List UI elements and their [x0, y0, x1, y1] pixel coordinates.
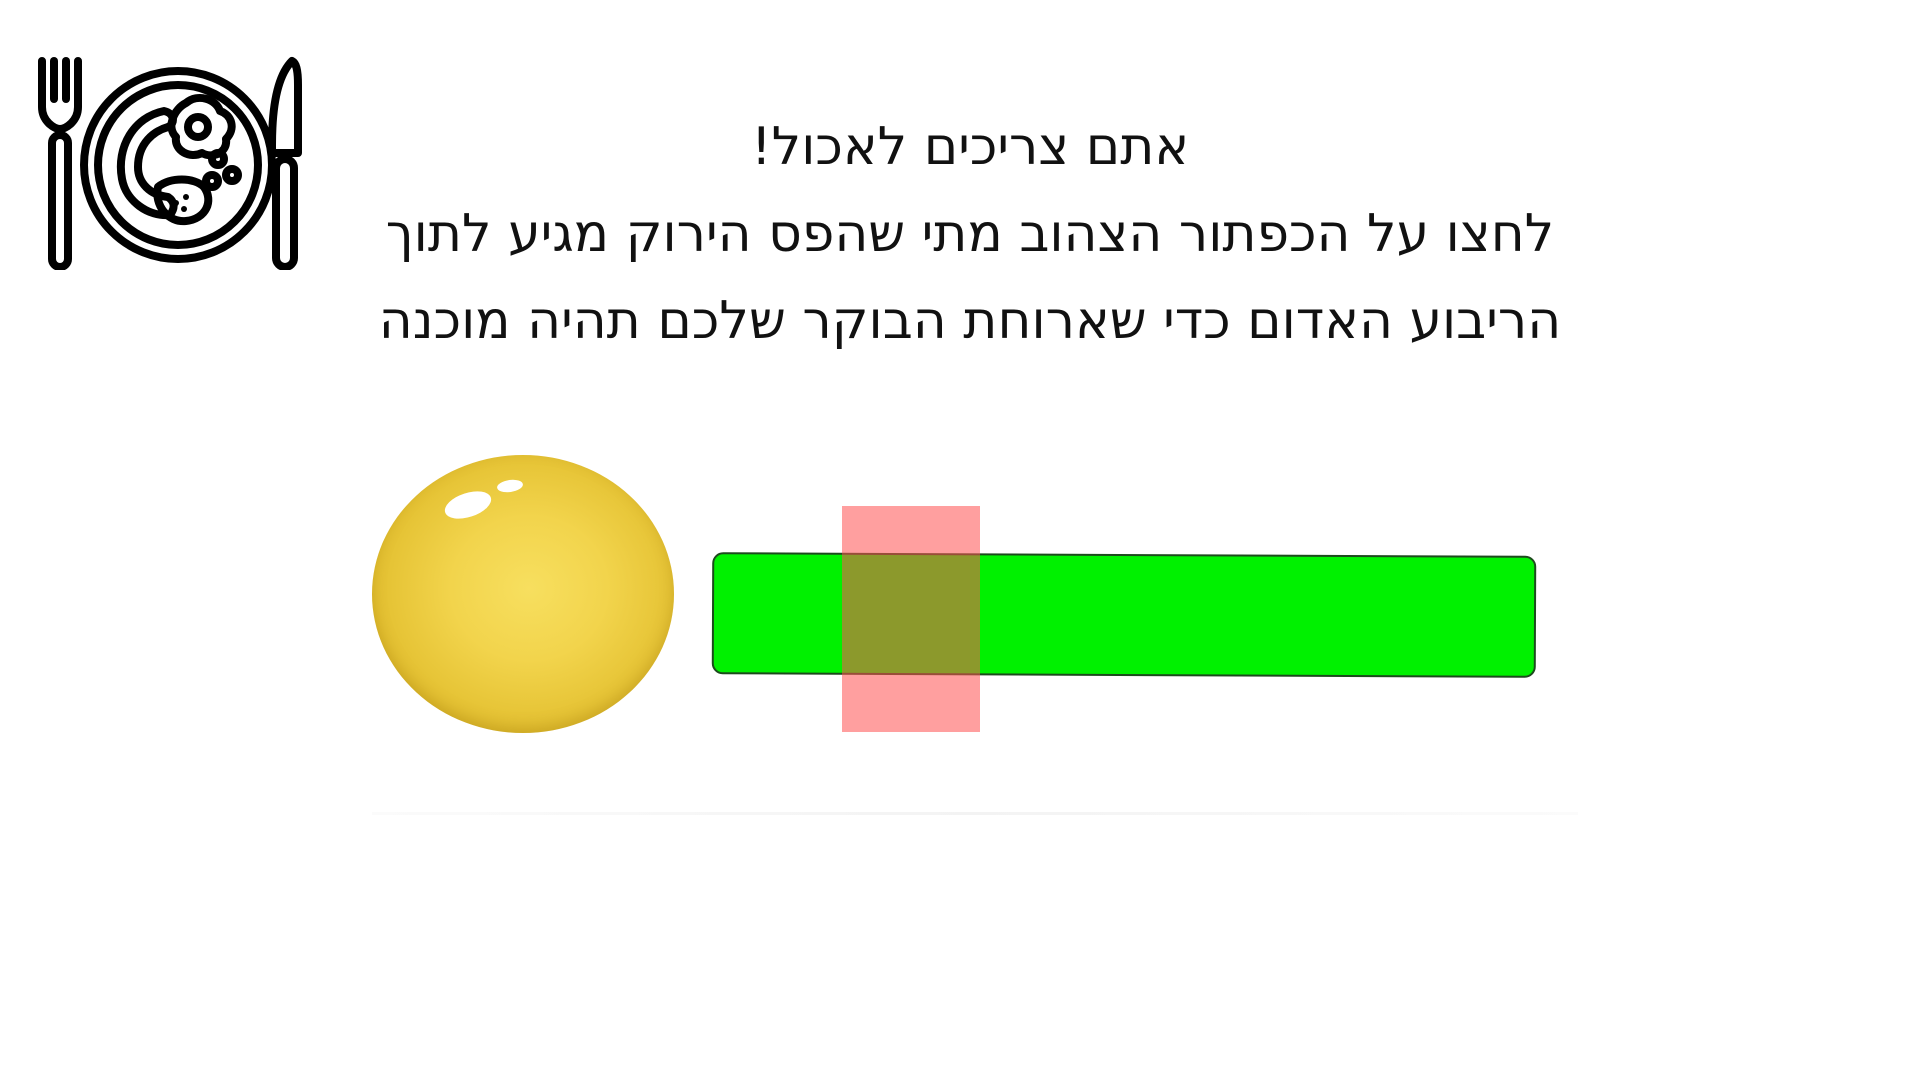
yellow-action-button[interactable] — [372, 455, 674, 733]
button-highlight-small — [496, 478, 524, 494]
divider-line — [372, 812, 1578, 815]
green-moving-bar — [711, 552, 1537, 678]
red-target-zone — [842, 506, 980, 732]
instruction-line-3: הריבוע האדום כדי שארוחת הבוקר שלכם תהיה … — [378, 291, 1562, 351]
instructions-text: אתם צריכים לאכול! לחצו על הכפתור הצהוב מ… — [360, 104, 1580, 365]
plate-with-fork-and-knife-icon — [38, 57, 302, 270]
plate-icon — [80, 67, 276, 263]
fork-icon — [38, 57, 82, 270]
instruction-line-2: לחצו על הכפתור הצהוב מתי שהפס הירוק מגיע… — [385, 204, 1555, 264]
button-highlight — [441, 486, 495, 524]
instruction-line-1: אתם צריכים לאכול! — [750, 117, 1190, 177]
